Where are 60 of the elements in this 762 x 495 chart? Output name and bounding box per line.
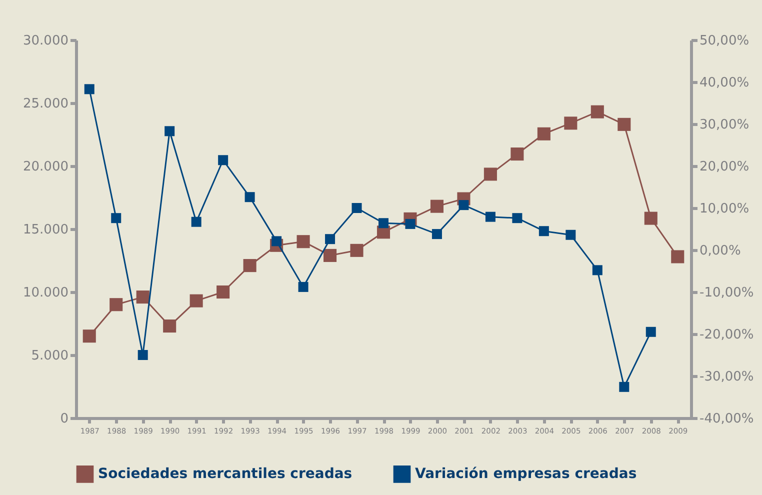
legend-label: Sociedades mercantiles creadas (98, 466, 352, 482)
point (350, 244, 364, 257)
point (138, 350, 148, 360)
y2-tick-label: -20,00% (700, 328, 754, 342)
point (644, 212, 658, 225)
y2-tick-label: 50,00% (700, 34, 750, 48)
point (243, 259, 256, 272)
point (298, 282, 308, 292)
point (619, 382, 630, 392)
point (646, 326, 656, 337)
y2-tick-label: 20,00% (700, 160, 750, 174)
point (590, 105, 604, 118)
point (164, 126, 175, 136)
point (136, 290, 150, 304)
y-tick-label: 20.000 (23, 160, 68, 174)
point (163, 320, 176, 333)
point (432, 229, 442, 240)
point (272, 236, 282, 246)
point (618, 118, 631, 131)
point (191, 216, 202, 227)
y2-tick-label: 0,00% (700, 244, 741, 258)
y2-tick-label: -10,00% (700, 286, 754, 300)
point (430, 200, 444, 213)
point (244, 192, 255, 202)
point (218, 155, 228, 166)
point (325, 234, 336, 244)
y2-tick-label: -30,00% (700, 370, 754, 384)
point (190, 294, 203, 308)
point (671, 250, 684, 264)
point (111, 213, 122, 224)
point (510, 148, 524, 161)
point (564, 116, 578, 130)
point (537, 127, 550, 140)
y2-tick-label: 30,00% (700, 118, 750, 132)
y-tick-label: 0 (60, 412, 68, 426)
legend-label: Variación empresas creadas (415, 466, 637, 482)
point (592, 265, 602, 276)
point (216, 285, 230, 299)
y2-tick-label: 40,00% (700, 76, 750, 90)
point (84, 84, 94, 94)
point (82, 330, 96, 343)
y-tick-label: 30.000 (23, 34, 68, 48)
y-tick-label: 5.000 (31, 348, 68, 364)
y-tick-label: 10.000 (23, 286, 68, 300)
point (405, 218, 416, 229)
y-tick-label: 25.000 (23, 96, 68, 112)
y2-tick-label: 10,00% (700, 202, 750, 216)
point (512, 213, 522, 224)
y-tick-label: 15.000 (23, 222, 68, 238)
point (458, 200, 469, 210)
point (538, 226, 549, 236)
point (485, 212, 496, 222)
y2-tick-label: -40,00% (700, 412, 754, 426)
point (566, 230, 576, 240)
point (110, 298, 123, 312)
point (484, 168, 497, 181)
point (324, 248, 337, 262)
point (352, 203, 362, 213)
point (378, 218, 388, 228)
point (296, 235, 310, 248)
